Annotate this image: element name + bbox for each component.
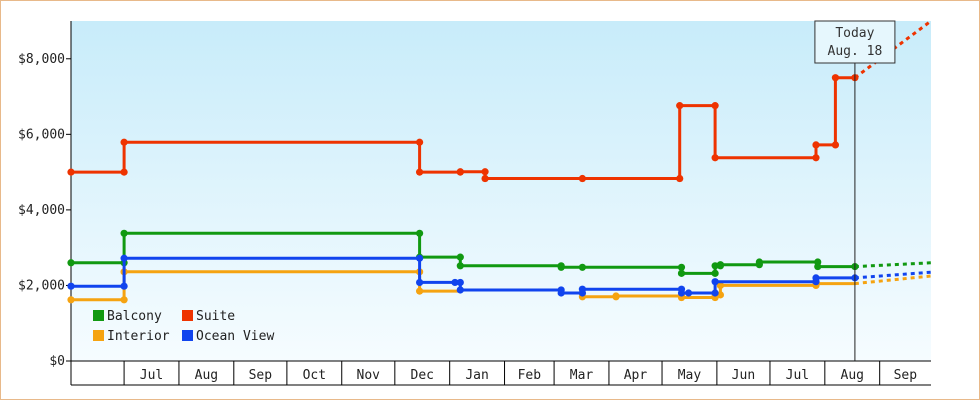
y-tick-label: $0 <box>49 354 65 369</box>
series-point-balcony <box>677 269 686 277</box>
legend-swatch <box>93 310 104 321</box>
series-point-balcony <box>456 253 464 261</box>
series-point-ocean-view <box>120 254 128 262</box>
series-point-ocean-view <box>711 278 719 286</box>
x-tick-label: Sep <box>894 368 918 383</box>
y-tick-label: $4,000 <box>18 203 65 218</box>
x-tick-label: Apr <box>624 368 648 383</box>
x-axis: Jul Aug Sep Oct Nov Dec Jan Feb Mar Apr May Jun Jul A… <box>71 360 931 386</box>
legend-swatch <box>93 330 104 341</box>
legend-swatch <box>182 330 193 341</box>
series-point-balcony <box>755 258 763 266</box>
series-point-suite <box>120 168 128 176</box>
x-tick-label: Oct <box>303 368 326 383</box>
x-tick-label: Feb <box>518 368 542 383</box>
series-point-ocean-view <box>456 286 464 294</box>
series-ocean-view <box>67 254 932 297</box>
series-point-balcony <box>814 262 822 271</box>
x-tick-label: Dec <box>411 368 434 383</box>
series-point-ocean-view <box>578 285 586 293</box>
series-point-ocean-view <box>677 289 686 297</box>
series-point-balcony <box>716 261 725 269</box>
series-point-suite <box>456 168 464 176</box>
series-point-suite <box>481 174 489 183</box>
legend-label: Ocean View <box>196 329 274 344</box>
series-point-balcony <box>557 263 565 271</box>
legend-label: Balcony <box>107 309 162 324</box>
legend-label: Interior <box>107 329 170 344</box>
x-tick-label: May <box>678 368 702 383</box>
x-tick-label: Sep <box>249 368 273 383</box>
y-tick-label: $8,000 <box>18 52 65 67</box>
series-point-ocean-view <box>120 282 128 290</box>
series-point-suite <box>812 141 820 149</box>
series-point-suite <box>676 102 684 110</box>
series-point-interior <box>612 292 620 300</box>
series-point-balcony <box>416 229 424 237</box>
y-axis: $0 $2,000 $4,000 $6,000 $8,000 <box>18 21 72 385</box>
series-point-balcony <box>677 263 686 271</box>
series-point-suite <box>120 138 128 146</box>
series-point-ocean-view <box>416 278 424 287</box>
series-point-suite <box>831 74 840 82</box>
series-point-ocean-view <box>812 274 820 282</box>
legend-item-balcony: Balcony <box>93 309 162 324</box>
x-tick-label: Nov <box>357 368 381 383</box>
series-point-interior <box>120 296 128 304</box>
series-point-suite <box>711 102 719 110</box>
series-point-balcony <box>578 263 586 271</box>
series-point-suite <box>416 138 424 146</box>
legend-item-ocean-view: Ocean View <box>182 329 274 344</box>
series-point-ocean-view <box>451 278 459 287</box>
legend-label: Suite <box>196 309 235 324</box>
today-date: Aug. 18 <box>828 44 883 59</box>
series-balcony <box>67 229 932 277</box>
series-point-ocean-view <box>456 278 464 287</box>
series-point-interior <box>716 281 725 290</box>
series-suite <box>67 19 932 183</box>
legend-swatch <box>182 310 193 321</box>
today-marker: Today Aug. 18 <box>814 20 896 361</box>
series-point-ocean-view <box>416 254 424 262</box>
series-point-suite <box>416 168 424 176</box>
series-line-ocean-view <box>71 256 855 295</box>
today-label: Today <box>835 26 874 41</box>
series-point-suite <box>481 168 489 176</box>
x-tick-label: Mar <box>570 368 594 383</box>
series-point-ocean-view <box>67 282 75 290</box>
x-tick-label: Aug <box>841 368 864 383</box>
x-tick-label: Jul <box>140 368 163 383</box>
x-tick-label: Aug <box>195 368 218 383</box>
legend-item-interior: Interior <box>93 329 170 344</box>
series-point-ocean-view <box>557 289 565 297</box>
series-point-balcony <box>120 229 128 237</box>
y-tick-label: $6,000 <box>18 127 65 142</box>
series-point-balcony <box>456 262 464 270</box>
series-point-suite <box>67 168 75 176</box>
x-tick-label: Jan <box>465 368 488 383</box>
series-point-interior <box>67 296 75 304</box>
series-point-balcony <box>711 269 719 277</box>
y-tick-label: $2,000 <box>18 278 65 293</box>
x-tick-label: Jun <box>732 368 755 383</box>
series-point-interior <box>416 287 424 295</box>
series-point-suite <box>812 154 820 162</box>
series-point-suite <box>831 141 840 149</box>
series-point-ocean-view <box>684 289 693 297</box>
today-box <box>814 20 896 64</box>
plot-area <box>71 21 931 361</box>
series-point-suite <box>578 174 586 183</box>
legend: Balcony Suite Interior Ocean View <box>93 309 274 344</box>
series-point-ocean-view <box>711 289 719 297</box>
series-point-balcony <box>67 259 75 267</box>
x-tick-label: Jul <box>786 368 809 383</box>
series-point-suite <box>676 174 684 183</box>
series-layer <box>67 19 932 304</box>
legend-item-suite: Suite <box>182 309 235 324</box>
series-point-suite <box>711 154 719 162</box>
